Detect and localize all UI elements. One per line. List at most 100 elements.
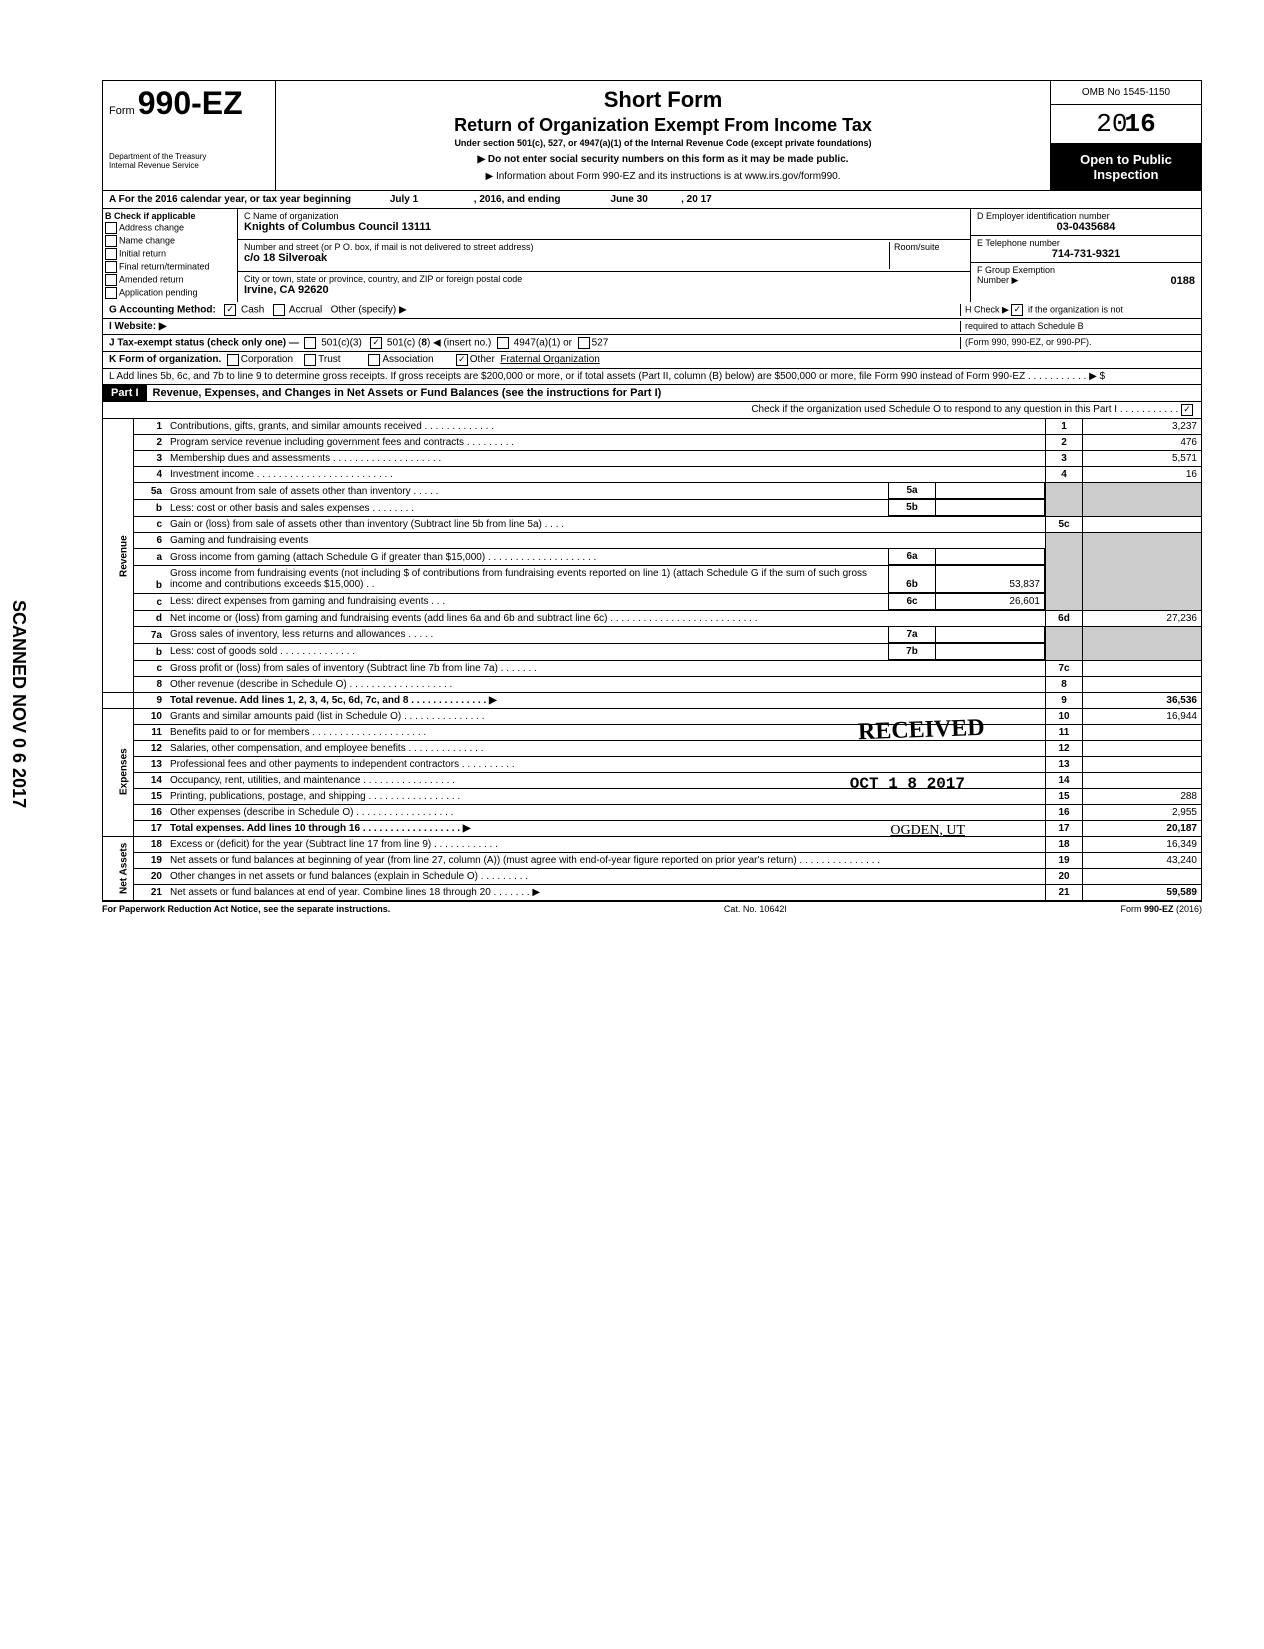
ln6a: a — [134, 549, 167, 566]
name-label: C Name of organization — [244, 211, 339, 221]
ln5c-desc: Gain or (loss) from sale of assets other… — [166, 517, 1046, 533]
ln3: 3 — [134, 451, 167, 467]
ln3-val: 5,571 — [1083, 451, 1202, 467]
chk-initial[interactable] — [105, 248, 117, 260]
ln13-desc: Professional fees and other payments to … — [166, 756, 1046, 772]
ln10: 10 — [134, 708, 167, 724]
chk-other-org[interactable]: ✓ — [456, 354, 468, 366]
ln6-desc: Gaming and fundraising events — [166, 533, 1046, 549]
chk-501c3[interactable] — [304, 337, 316, 349]
ln19: 19 — [134, 852, 167, 868]
ln6d-val: 27,236 — [1083, 610, 1202, 626]
ln15-val: 288 — [1083, 788, 1202, 804]
ln7b: b — [134, 643, 167, 660]
ln7a-subval — [936, 627, 1045, 643]
chk-cash[interactable]: ✓ — [224, 304, 236, 316]
lbl-address: Address change — [119, 222, 184, 232]
row-g: G Accounting Method: ✓ Cash Accrual Othe… — [102, 302, 1202, 319]
row-l: L Add lines 5b, 6c, and 7b to line 9 to … — [102, 369, 1202, 385]
ln12-val — [1083, 740, 1202, 756]
row-a-tax-year: A For the 2016 calendar year, or tax yea… — [102, 191, 1202, 209]
ln7a: 7a — [134, 626, 167, 643]
ln2-col: 2 — [1046, 435, 1083, 451]
ln17-col: 17 — [1046, 820, 1083, 836]
chk-527[interactable] — [578, 337, 590, 349]
info-note: ▶ Information about Form 990-EZ and its … — [280, 171, 1046, 182]
chk-corp[interactable] — [227, 354, 239, 366]
ln3-col: 3 — [1046, 451, 1083, 467]
phone-label: E Telephone number — [977, 238, 1060, 248]
section-b-label: B Check if applicable — [105, 211, 196, 221]
ln8: 8 — [134, 676, 167, 692]
info-grid: B Check if applicable Address change Nam… — [102, 209, 1202, 302]
part1-title: Revenue, Expenses, and Changes in Net As… — [147, 385, 668, 401]
ln20: 20 — [134, 868, 167, 884]
row-j-label: J Tax-exempt status (check only one) — — [109, 338, 299, 349]
return-title: Return of Organization Exempt From Incom… — [280, 115, 1046, 136]
chk-schedb[interactable]: ✓ — [1011, 304, 1023, 316]
ln5c-val — [1083, 517, 1202, 533]
ln21-desc: Net assets or fund balances at end of ye… — [166, 884, 1046, 900]
ln7c-col: 7c — [1046, 660, 1083, 676]
chk-4947[interactable] — [497, 337, 509, 349]
chk-final[interactable] — [105, 261, 117, 273]
main-table: Revenue 1 Contributions, gifts, grants, … — [102, 419, 1202, 901]
chk-assoc[interactable] — [368, 354, 380, 366]
ln6c-subval: 26,601 — [936, 594, 1045, 610]
group-num-label: Number ▶ — [977, 275, 1018, 285]
ln7c-val — [1083, 660, 1202, 676]
ln6a-subval — [936, 549, 1045, 565]
lbl-501c3: 501(c)(3) — [321, 338, 362, 349]
lbl-other-method: Other (specify) ▶ — [331, 305, 407, 316]
ln13-col: 13 — [1046, 756, 1083, 772]
ln12-col: 12 — [1046, 740, 1083, 756]
lbl-accrual: Accrual — [289, 305, 322, 316]
website-label: I Website: ▶ — [109, 321, 167, 332]
lbl-corp: Corporation — [241, 354, 293, 366]
chk-501c[interactable]: ✓ — [370, 337, 382, 349]
chk-part1-scho[interactable]: ✓ — [1181, 404, 1193, 416]
ln6b-sub: 6b — [889, 566, 936, 592]
chk-pending[interactable] — [105, 287, 117, 299]
lbl-final: Final return/terminated — [119, 261, 210, 271]
chk-amended[interactable] — [105, 274, 117, 286]
lbl-pending: Application pending — [119, 287, 198, 297]
row-a-mid: , 2016, and ending — [474, 194, 561, 205]
ln9-val: 36,536 — [1083, 692, 1202, 708]
ln21-col: 21 — [1046, 884, 1083, 900]
room-label: Room/suite — [894, 242, 940, 252]
ln7-shade — [1046, 626, 1083, 660]
ln6d-desc: Net income or (loss) from gaming and fun… — [166, 610, 1046, 626]
ln15: 15 — [134, 788, 167, 804]
lbl-trust: Trust — [318, 354, 340, 366]
chk-address[interactable] — [105, 222, 117, 234]
ein-value: 03-0435684 — [977, 221, 1195, 233]
group-value: 0188 — [1171, 275, 1195, 287]
city-label: City or town, state or province, country… — [244, 274, 522, 284]
row-a-label: A For the 2016 calendar year, or tax yea… — [109, 194, 351, 205]
ln7b-sub: 7b — [889, 644, 936, 660]
ln11: 11 — [134, 724, 167, 740]
org-address: c/o 18 Silveroak — [244, 252, 327, 264]
ln6-shade — [1046, 533, 1083, 611]
ln5c-col: 5c — [1046, 517, 1083, 533]
ln8-val — [1083, 676, 1202, 692]
chk-accrual[interactable] — [273, 304, 285, 316]
other-org-value: Fraternal Organization — [500, 354, 600, 366]
ln20-val — [1083, 868, 1202, 884]
ln5a-desc: Gross amount from sale of assets other t… — [166, 483, 889, 499]
ln7a-desc: Gross sales of inventory, less returns a… — [166, 627, 889, 643]
ln19-desc: Net assets or fund balances at beginning… — [166, 852, 1046, 868]
org-name: Knights of Columbus Council 13111 — [244, 221, 431, 233]
lbl-assoc: Association — [382, 354, 433, 366]
omb-box: OMB No 1545-1150 2016 Open to Public Ins… — [1051, 81, 1201, 190]
ln16-desc: Other expenses (describe in Schedule O) … — [166, 804, 1046, 820]
part1-check-row: Check if the organization used Schedule … — [102, 402, 1202, 419]
ln9-desc: Total revenue. Add lines 1, 2, 3, 4, 5c,… — [166, 692, 1046, 708]
chk-trust[interactable] — [304, 354, 316, 366]
chk-name[interactable] — [105, 235, 117, 247]
ln7c: c — [134, 660, 167, 676]
ln10-val: 16,944 — [1083, 708, 1202, 724]
ln9-col: 9 — [1046, 692, 1083, 708]
ln5b-sub: 5b — [889, 500, 936, 516]
